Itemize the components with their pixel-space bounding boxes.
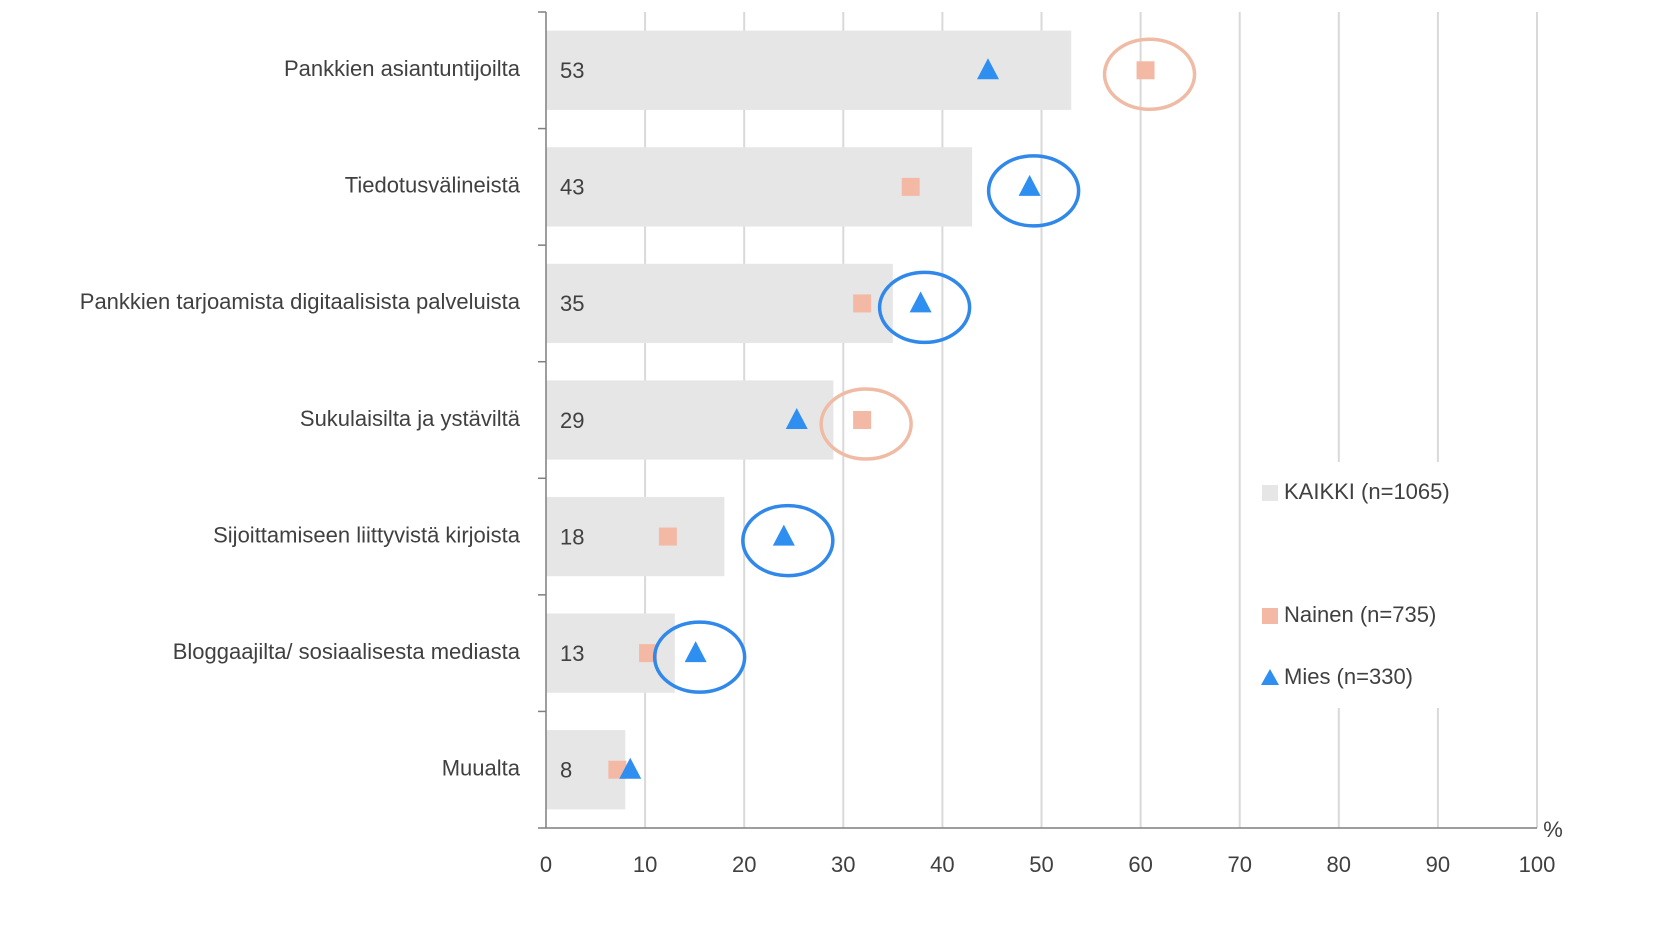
square-marker bbox=[639, 644, 658, 663]
highlight-circle bbox=[877, 270, 972, 345]
category-label: Bloggaajilta/ sosiaalisesta mediasta bbox=[173, 639, 521, 664]
x-tick-label: 30 bbox=[831, 852, 855, 877]
highlight-circle bbox=[741, 503, 835, 578]
triangle-marker bbox=[1018, 174, 1041, 196]
bar bbox=[546, 380, 834, 460]
triangle-marker bbox=[909, 291, 932, 313]
triangle-marker bbox=[785, 408, 808, 429]
square-marker bbox=[901, 177, 920, 196]
legend-swatch bbox=[1261, 669, 1279, 685]
x-tick-label: 80 bbox=[1327, 852, 1351, 877]
triangle-marker bbox=[619, 757, 642, 779]
bar-value-label: 43 bbox=[560, 175, 584, 200]
category-label: Tiedotusvälineistä bbox=[345, 173, 521, 198]
legend-label: Nainen (n=735) bbox=[1284, 602, 1436, 627]
bar-value-label: 35 bbox=[560, 291, 584, 316]
x-tick-label: 50 bbox=[1029, 852, 1053, 877]
category-label: Pankkien asiantuntijoilta bbox=[284, 56, 521, 81]
legend-swatch bbox=[1262, 608, 1278, 624]
category-label: Sukulaisilta ja ystäviltä bbox=[300, 406, 521, 431]
square-marker bbox=[658, 527, 677, 546]
x-tick-label: 70 bbox=[1227, 852, 1251, 877]
highlight-circle bbox=[652, 620, 747, 694]
bar bbox=[546, 147, 973, 227]
x-tick-label: 0 bbox=[540, 852, 552, 877]
highlight-circle bbox=[819, 387, 913, 461]
highlight-circle bbox=[1102, 37, 1197, 112]
x-tick-label: 40 bbox=[930, 852, 954, 877]
bar bbox=[546, 496, 725, 577]
x-tick-label: 20 bbox=[732, 852, 756, 877]
highlight-circle bbox=[986, 154, 1081, 228]
x-axis-unit: % bbox=[1543, 817, 1563, 842]
legend-label: KAIKKI (n=1065) bbox=[1284, 479, 1450, 504]
x-tick-label: 60 bbox=[1128, 852, 1152, 877]
triangle-marker bbox=[976, 58, 999, 80]
triangle-marker bbox=[772, 524, 795, 546]
bar-value-label: 13 bbox=[560, 641, 584, 666]
square-marker bbox=[853, 411, 872, 429]
bar-value-label: 29 bbox=[560, 408, 584, 433]
legend-swatch bbox=[1262, 485, 1278, 501]
category-label: Pankkien tarjoamista digitaalisista palv… bbox=[80, 289, 521, 314]
bar-value-label: 8 bbox=[560, 758, 572, 783]
square-marker bbox=[853, 294, 872, 313]
category-label: Sijoittamiseen liittyvistä kirjoista bbox=[213, 522, 521, 547]
category-label: Muualta bbox=[442, 756, 521, 781]
legend-bg bbox=[1245, 462, 1485, 708]
x-tick-label: 10 bbox=[633, 852, 657, 877]
x-tick-label: 100 bbox=[1519, 852, 1556, 877]
bar-value-label: 18 bbox=[560, 524, 584, 549]
bar bbox=[546, 263, 893, 344]
x-tick-label: 90 bbox=[1426, 852, 1450, 877]
legend-label: Mies (n=330) bbox=[1284, 664, 1413, 689]
square-marker bbox=[1136, 61, 1155, 80]
triangle-marker bbox=[684, 641, 707, 663]
bar-value-label: 53 bbox=[560, 58, 584, 83]
